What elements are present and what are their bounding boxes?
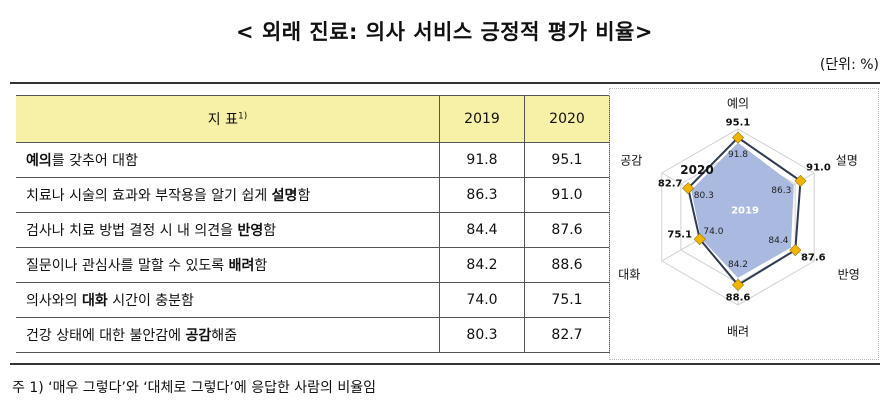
- axis-label: 설명: [835, 153, 858, 168]
- value-2019: 91.8: [439, 142, 525, 178]
- axis-label: 대화: [618, 267, 641, 282]
- axis-label: 공감: [620, 153, 643, 168]
- content-frame: [10, 82, 880, 365]
- radar-svg: [661, 128, 815, 306]
- data-label-2020: 87.6: [800, 252, 826, 264]
- value-2019: 80.3: [439, 317, 525, 353]
- header-indicator: 지 표1): [16, 95, 440, 143]
- series-2020-point: [789, 244, 802, 257]
- table-row: 질문이나 관심사를 말할 수 있도록 배려함 84.2 88.6: [16, 247, 610, 283]
- data-label-2020: 82.7: [657, 178, 683, 190]
- indicator-table: 지 표1) 2019 2020 예의를 갖추어 대함 91.8 95.1 치료나…: [16, 95, 610, 353]
- table-row: 검사나 치료 방법 결정 시 내 의견을 반영함 84.4 87.6: [16, 212, 610, 248]
- indicator-cell: 예의를 갖추어 대함: [16, 142, 440, 178]
- value-2020: 95.1: [524, 142, 610, 178]
- value-2020: 82.7: [524, 317, 610, 353]
- data-label-2020: 91.0: [806, 162, 831, 174]
- footnote: 주 1) ‘매우 그렇다’와 ‘대체로 그렇다’에 응답한 사람의 비율임: [12, 380, 377, 396]
- table-row: 치료나 시술의 효과와 부작용을 알기 쉽게 설명함 86.3 91.0: [16, 177, 610, 213]
- value-2019: 86.3: [439, 177, 525, 213]
- indicator-cell: 질문이나 관심사를 말할 수 있도록 배려함: [16, 247, 440, 283]
- value-2019: 74.0: [439, 282, 525, 318]
- indicator-cell: 건강 상태에 대한 불안감에 공감해줌: [16, 317, 440, 353]
- header-2020: 2020: [524, 95, 610, 143]
- data-label-2019: 91.8: [727, 150, 749, 161]
- series-2020-point: [794, 174, 807, 187]
- value-2020: 75.1: [524, 282, 610, 318]
- page-title: < 외래 진료: 의사 서비스 긍정적 평가 비율>: [236, 20, 653, 44]
- data-label-2020: 95.1: [725, 117, 751, 129]
- series-2020-point: [731, 278, 745, 291]
- data-label-2020: 75.1: [667, 229, 693, 241]
- table-header-row: 지 표1) 2019 2020: [16, 95, 610, 143]
- data-label-2019: 84.2: [727, 260, 749, 271]
- indicator-cell: 검사나 치료 방법 결정 시 내 의견을 반영함: [16, 212, 440, 248]
- value-2019: 84.4: [439, 212, 525, 248]
- series-2020-point: [693, 233, 706, 246]
- table-row: 의사와의 대화 시간이 충분함 74.0 75.1: [16, 282, 610, 318]
- indicator-cell: 치료나 시술의 효과와 부작용을 알기 쉽게 설명함: [16, 177, 440, 213]
- value-2020: 88.6: [524, 247, 610, 283]
- indicator-cell: 의사와의 대화 시간이 충분함: [16, 282, 440, 318]
- unit-label: (단위: %): [819, 57, 879, 73]
- data-label-2019: 84.4: [768, 236, 789, 247]
- radar-chart-border: [609, 88, 879, 360]
- value-2020: 87.6: [524, 212, 610, 248]
- value-2020: 91.0: [524, 177, 610, 213]
- data-label-2019: 80.3: [693, 191, 714, 202]
- data-label-2020: 88.6: [725, 292, 751, 304]
- series-2020-point: [731, 131, 745, 144]
- axis-label: 예의: [726, 96, 750, 111]
- table-row: 예의를 갖추어 대함 91.8 95.1: [16, 142, 610, 178]
- value-2019: 84.2: [439, 247, 525, 283]
- axis-label: 배려: [726, 324, 750, 339]
- axis-label: 반영: [837, 267, 860, 282]
- series-label-2019: 2019: [731, 205, 759, 217]
- footnote-marker: 1): [237, 111, 248, 122]
- header-2019: 2019: [439, 95, 525, 143]
- data-label-2019: 74.0: [703, 227, 724, 238]
- series-label-2020: 2020: [680, 163, 714, 177]
- table-row: 건강 상태에 대한 불안감에 공감해줌 80.3 82.7: [16, 317, 610, 353]
- series-2020-point: [682, 182, 695, 195]
- data-label-2019: 86.3: [771, 186, 792, 197]
